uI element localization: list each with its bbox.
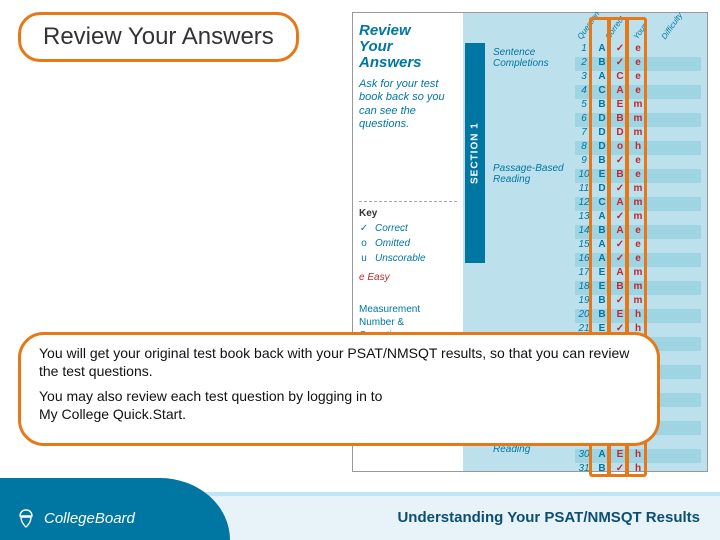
footer-tagline: Understanding Your PSAT/NMSQT Results — [397, 509, 700, 526]
footer: CollegeBoard Understanding Your PSAT/NMS… — [0, 478, 720, 540]
key-item: ✓ Correct — [359, 223, 457, 234]
key-text: Correct — [375, 223, 408, 234]
explanation-p2: You may also review each test question b… — [39, 388, 639, 423]
col-header-difficulty: Difficulty — [660, 11, 685, 41]
explanation-p1: You will get your original test book bac… — [39, 345, 639, 380]
slide: Review Your Answers Review Your Answers … — [0, 0, 720, 540]
review-heading: Review Your Answers — [359, 23, 457, 70]
key-text: Unscorable — [375, 253, 426, 264]
difficulty-easy-text: Easy — [367, 272, 389, 283]
explanation-box: You will get your original test book bac… — [18, 332, 660, 446]
review-heading-l2: Your — [359, 38, 393, 55]
label-passage-reading-1: Passage-Based Reading — [493, 163, 573, 185]
acorn-icon — [14, 506, 38, 530]
explanation-p2a: You may also review each test question b… — [39, 388, 382, 404]
key-mark: ✓ — [359, 223, 369, 234]
review-heading-l1: Review — [359, 22, 411, 39]
key-mark: o — [359, 238, 369, 249]
key-text: Omitted — [375, 238, 410, 249]
explanation-p2b: My College Quick.Start. — [39, 406, 186, 422]
review-heading-l3: Answers — [359, 54, 422, 71]
key-header: Key — [359, 201, 457, 219]
key-item: o Omitted — [359, 238, 457, 249]
label-sentence-completions: Sentence Completions — [493, 47, 573, 69]
key-box: Key ✓ Correct o Omitted u Unscorable e Easy — [359, 201, 457, 283]
category-label-2: Number & — [359, 316, 457, 329]
category-label-1: Measurement — [359, 303, 457, 316]
slide-title-box: Review Your Answers — [18, 12, 299, 62]
slide-title: Review Your Answers — [43, 23, 274, 50]
collegeboard-logo-text: CollegeBoard — [44, 510, 135, 527]
key-item: u Unscorable — [359, 253, 457, 264]
collegeboard-logo: CollegeBoard — [14, 506, 135, 530]
review-subtext: Ask for your test book back so you can s… — [359, 78, 457, 131]
difficulty-easy: e Easy — [359, 272, 457, 283]
difficulty-easy-mark: e — [359, 272, 365, 283]
section-tab: SECTION 1 — [465, 43, 485, 263]
key-mark: u — [359, 253, 369, 264]
